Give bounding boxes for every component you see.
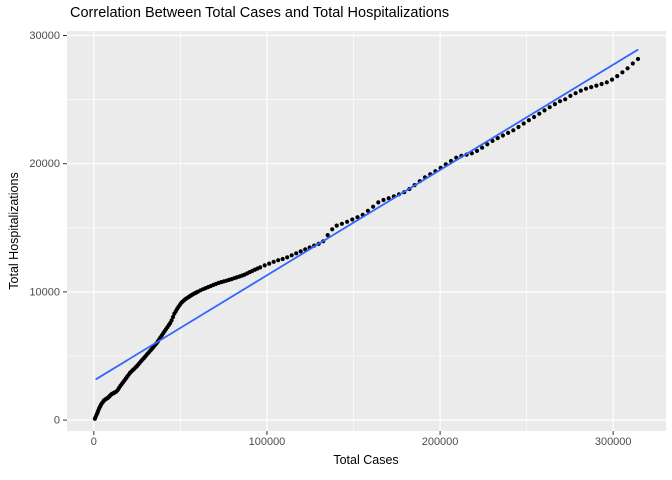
data-point	[521, 121, 526, 126]
data-point	[511, 128, 516, 133]
data-point	[345, 219, 350, 224]
data-point	[280, 256, 285, 262]
data-point	[594, 83, 599, 88]
data-point	[371, 204, 376, 209]
trend-line	[95, 48, 639, 380]
data-point	[330, 227, 335, 232]
data-point	[480, 145, 485, 150]
x-tick-label: 200000	[422, 436, 459, 448]
data-point	[635, 56, 641, 62]
chart-title: Correlation Between Total Cases and Tota…	[70, 5, 449, 21]
data-point	[285, 255, 290, 260]
data-point	[376, 200, 381, 205]
scatter-points	[92, 56, 641, 421]
data-point	[625, 66, 630, 71]
data-point	[381, 197, 386, 203]
data-point	[506, 130, 511, 135]
data-point	[258, 265, 263, 270]
data-point	[276, 258, 281, 263]
data-point	[350, 217, 355, 222]
data-point	[490, 138, 495, 143]
x-tick-label: 300000	[595, 436, 632, 448]
data-point	[589, 85, 594, 90]
data-point	[325, 233, 330, 238]
data-point	[542, 108, 547, 113]
data-point	[516, 124, 521, 130]
data-point	[583, 86, 589, 91]
data-point	[271, 259, 276, 264]
data-point	[169, 318, 174, 323]
data-point	[170, 314, 176, 320]
data-point	[604, 80, 609, 85]
data-point	[289, 253, 294, 258]
y-tick-label: 10000	[29, 286, 60, 298]
data-point	[339, 221, 344, 226]
data-point	[609, 77, 615, 82]
x-tick-label: 0	[91, 436, 97, 448]
data-point	[615, 74, 620, 79]
data-point	[334, 223, 339, 228]
data-point	[474, 148, 480, 153]
data-point	[294, 251, 299, 256]
plot-area: 0 100000 200000 300000 0 10000 20000 30000	[29, 30, 666, 448]
data-point	[267, 261, 272, 266]
data-point	[500, 133, 505, 138]
data-point	[386, 196, 391, 201]
plot-panel	[67, 31, 666, 431]
data-point	[599, 81, 604, 87]
data-point	[578, 88, 583, 93]
data-point	[495, 136, 500, 141]
x-axis-label: Total Cases	[333, 453, 398, 467]
data-point	[298, 249, 303, 254]
data-point	[573, 91, 578, 96]
data-point	[557, 99, 563, 104]
data-point	[547, 105, 552, 110]
data-point	[365, 208, 370, 213]
data-point	[262, 263, 267, 268]
data-point	[537, 111, 542, 116]
data-point	[485, 142, 490, 147]
data-point	[355, 215, 360, 220]
data-point	[552, 102, 558, 107]
y-tick-label: 0	[54, 415, 60, 427]
data-point	[630, 61, 635, 66]
y-axis-label: Total Hospitalizations	[7, 172, 21, 289]
data-point	[563, 97, 568, 102]
y-tick-label: 20000	[29, 158, 60, 170]
y-tick-label: 30000	[29, 30, 60, 42]
data-point	[620, 70, 625, 75]
data-point	[532, 114, 537, 120]
data-point	[526, 118, 532, 123]
data-point	[568, 93, 573, 98]
x-tick-label: 100000	[249, 436, 286, 448]
